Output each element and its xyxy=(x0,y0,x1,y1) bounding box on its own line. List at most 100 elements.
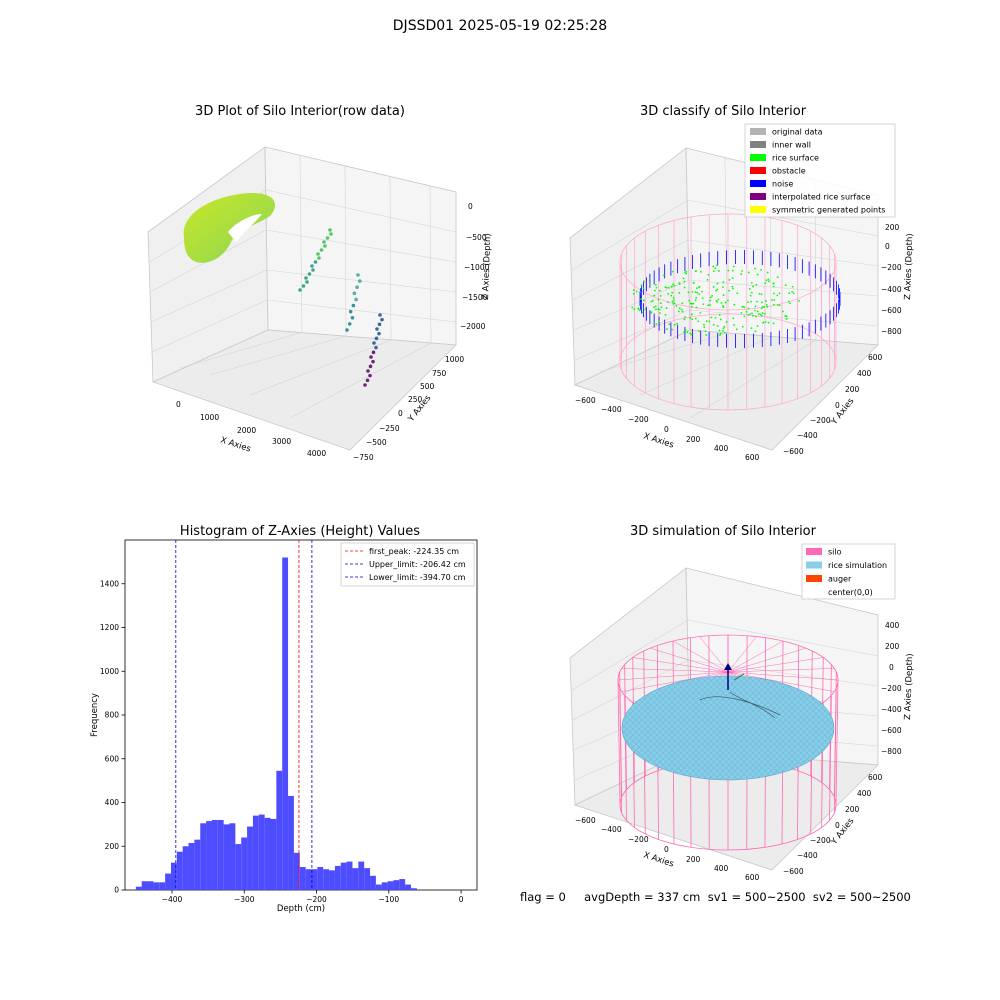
legend-swatch xyxy=(806,561,822,569)
classify-rice-point xyxy=(749,313,751,316)
classify-rice-point xyxy=(672,303,675,305)
classify-rice-point xyxy=(772,322,775,325)
classify-rice-point xyxy=(750,291,753,294)
classify-rice-point xyxy=(751,314,754,317)
classify-rice-point xyxy=(798,299,800,302)
classify-rice-point xyxy=(756,300,758,303)
legend-label: silo xyxy=(828,548,842,557)
classify-rice-point xyxy=(690,333,693,336)
classify-rice-point xyxy=(773,292,775,295)
classify-y-tick: 200 xyxy=(845,385,860,394)
classify-rice-point xyxy=(741,270,743,272)
classify-rice-point xyxy=(641,311,644,314)
classify-rice-point xyxy=(671,291,674,294)
classify-rice-point xyxy=(762,321,765,324)
classify-rice-point xyxy=(654,289,656,292)
simulation-x-tick: −600 xyxy=(575,816,596,825)
legend-label: rice simulation xyxy=(828,561,887,570)
classify-rice-point xyxy=(715,289,717,292)
histogram-bar xyxy=(387,881,394,890)
simulation-roof-line xyxy=(617,671,729,681)
classify-rice-point xyxy=(740,311,743,314)
histogram-legend-label: Lower_limit: -394.70 cm xyxy=(369,573,466,582)
classify-rice-point xyxy=(695,306,698,309)
classify-rice-point xyxy=(791,290,793,293)
legend-swatch xyxy=(750,154,766,161)
classify-rice-point xyxy=(672,296,675,299)
raw-x-tick: 4000 xyxy=(307,449,326,458)
histogram-bar xyxy=(188,842,195,890)
classify-x-axis-label: X Axies xyxy=(642,431,675,450)
legend-label: interpolated rice surface xyxy=(772,193,870,202)
classify-rice-point xyxy=(747,314,750,316)
classify-rice-point xyxy=(748,287,751,290)
classify-rice-point xyxy=(685,272,688,275)
histogram-x-tick-label: −100 xyxy=(379,895,400,904)
classify-x-tick: −200 xyxy=(628,415,649,424)
classify-rice-point xyxy=(664,313,667,316)
classify-rice-point xyxy=(712,286,715,288)
classify-rice-point xyxy=(714,267,717,270)
raw-scatter-point xyxy=(377,322,382,327)
classify-rice-point xyxy=(714,316,717,319)
histogram-bar xyxy=(293,852,300,890)
classify-rice-point xyxy=(657,320,660,323)
classify-rice-point xyxy=(638,309,641,312)
histogram-x-tick-label: −300 xyxy=(234,895,255,904)
classify-rice-point xyxy=(772,282,775,285)
histogram-bar xyxy=(329,870,335,890)
raw-scatter-point xyxy=(304,276,308,280)
histogram-bar xyxy=(393,880,400,890)
classify-rice-point xyxy=(652,299,654,302)
classify-rice-point xyxy=(691,318,694,321)
histogram-bar xyxy=(370,875,376,890)
classify-rice-point xyxy=(722,286,724,289)
simulation-x-tick: −200 xyxy=(628,835,649,844)
classify-rice-point xyxy=(633,308,636,311)
raw-z-tick: −2000 xyxy=(460,322,486,331)
simulation-y-axis-label: Y Axies xyxy=(829,816,857,848)
raw-scatter-point xyxy=(301,284,306,288)
raw-z-tick-labels: 0 −500 −1000 −1500 −2000 xyxy=(460,202,490,331)
classify-rice-point xyxy=(761,301,763,304)
classify-legend: original data inner wall rice surface obsta… xyxy=(744,123,896,218)
classify-rice-point xyxy=(701,290,703,293)
raw-scatter-point xyxy=(322,240,326,244)
legend-label: obstacle xyxy=(772,167,806,176)
classify-z-tick-labels: 200 0 −200 −400 −600 −800 xyxy=(881,223,902,336)
classify-rice-point xyxy=(644,308,647,311)
classify-rice-point xyxy=(720,302,723,304)
classify-rice-point xyxy=(754,309,756,312)
classify-rice-point xyxy=(759,313,762,316)
classify-rice-point xyxy=(723,331,726,334)
raw-scatter-point xyxy=(305,280,309,284)
classify-rice-point xyxy=(722,281,725,284)
simulation-y-tick: 0 xyxy=(835,821,840,830)
classify-rice-point xyxy=(684,316,686,318)
histogram-bar xyxy=(352,868,359,890)
legend-swatch xyxy=(806,575,822,582)
classify-rice-point xyxy=(750,327,753,330)
raw-x-tick: 2000 xyxy=(237,426,256,435)
simulation-legend: silo rice simulation auger center(0,0) xyxy=(801,543,896,600)
classify-rice-point xyxy=(681,302,684,305)
classify-rice-point xyxy=(722,327,725,330)
histogram-bar xyxy=(235,844,242,890)
classify-rice-point xyxy=(731,269,734,272)
raw-scatter-point xyxy=(368,373,372,378)
histogram-bar xyxy=(317,867,324,890)
classify-rice-point xyxy=(733,303,736,306)
classify-y-tick: −400 xyxy=(797,431,818,440)
classify-rice-point xyxy=(683,280,686,283)
histogram-bar xyxy=(399,879,406,890)
classify-rice-point xyxy=(706,278,709,281)
classify-rice-point xyxy=(689,317,692,319)
classify-rice-point xyxy=(789,302,791,305)
classify-rice-point xyxy=(728,289,730,292)
histogram-bar xyxy=(411,888,417,890)
classify-rice-point xyxy=(660,306,663,309)
histogram-bars xyxy=(135,557,417,890)
classify-rice-point xyxy=(696,287,698,290)
histogram-bar xyxy=(200,823,207,890)
legend-label: noise xyxy=(772,180,793,189)
